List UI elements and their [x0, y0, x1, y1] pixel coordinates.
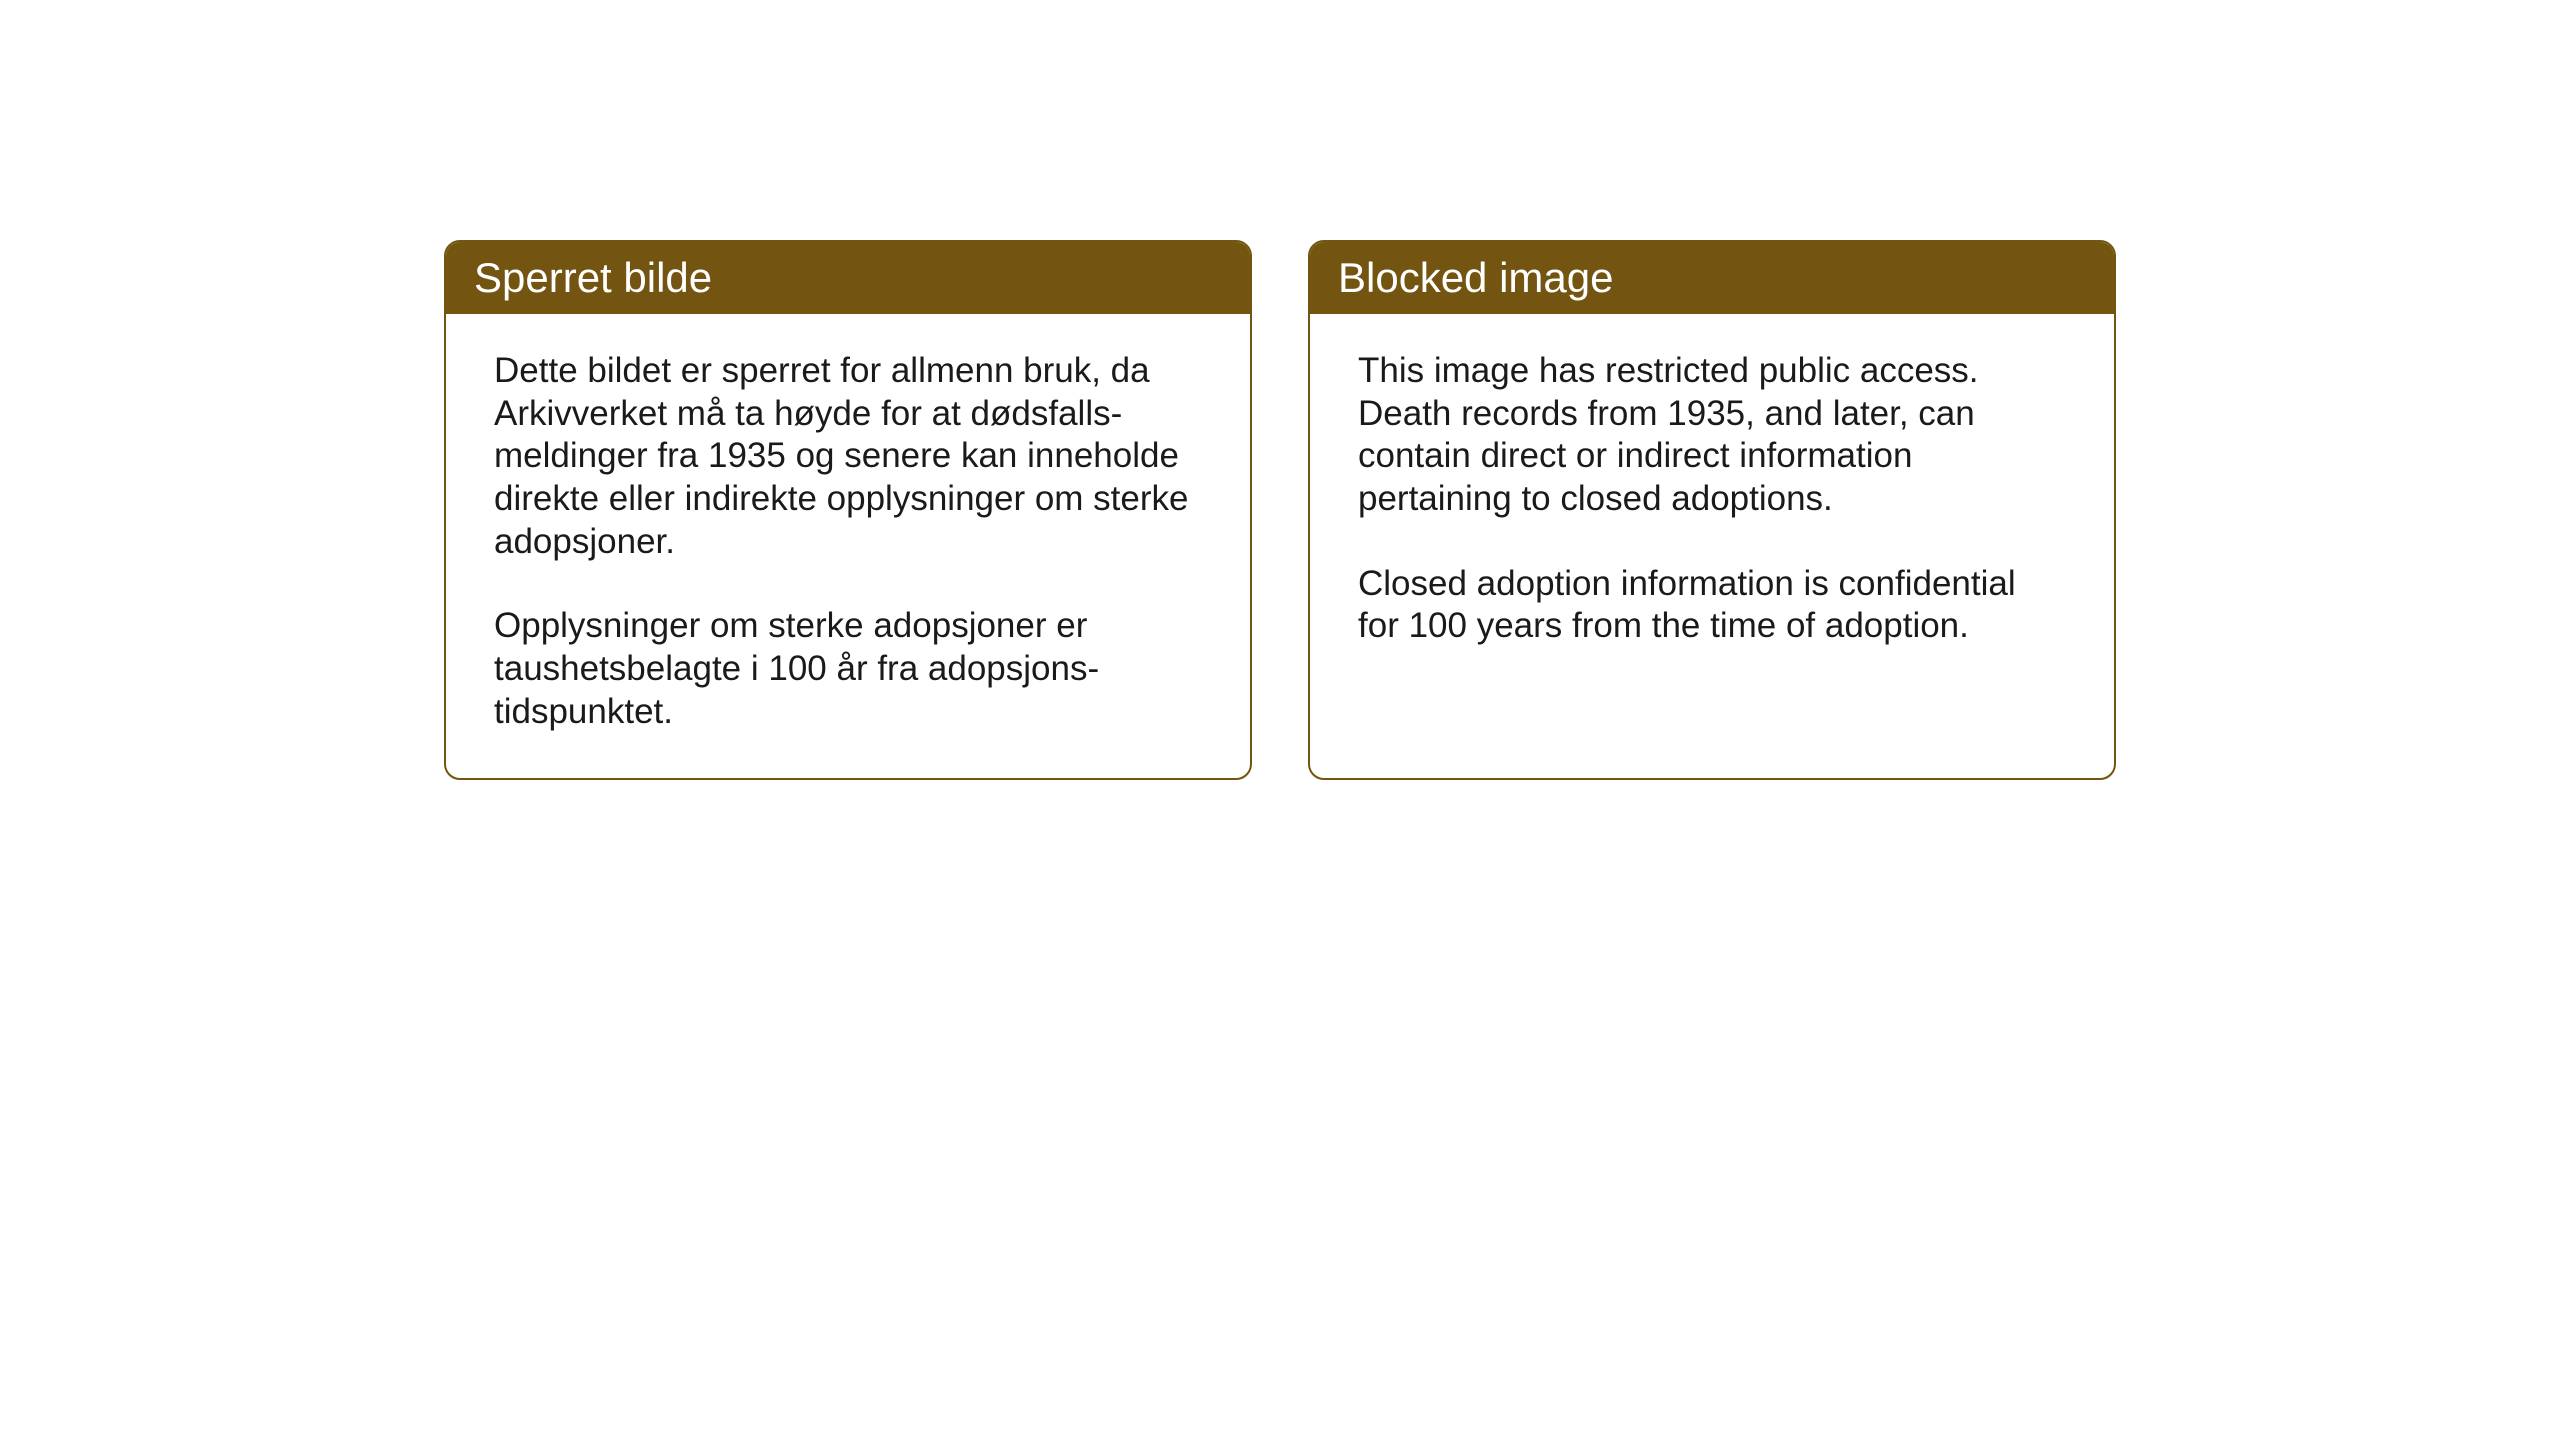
cards-container: Sperret bilde Dette bildet er sperret fo… [0, 0, 2560, 780]
norwegian-card: Sperret bilde Dette bildet er sperret fo… [444, 240, 1252, 780]
norwegian-card-body: Dette bildet er sperret for allmenn bruk… [446, 314, 1250, 778]
norwegian-paragraph-2: Opplysninger om sterke adopsjoner er tau… [494, 605, 1202, 733]
norwegian-paragraph-1: Dette bildet er sperret for allmenn bruk… [494, 350, 1202, 563]
english-card: Blocked image This image has restricted … [1308, 240, 2116, 780]
norwegian-card-title: Sperret bilde [446, 242, 1250, 314]
english-paragraph-1: This image has restricted public access.… [1358, 350, 2066, 521]
english-card-body: This image has restricted public access.… [1310, 314, 2114, 734]
english-paragraph-2: Closed adoption information is confident… [1358, 563, 2066, 648]
english-card-title: Blocked image [1310, 242, 2114, 314]
